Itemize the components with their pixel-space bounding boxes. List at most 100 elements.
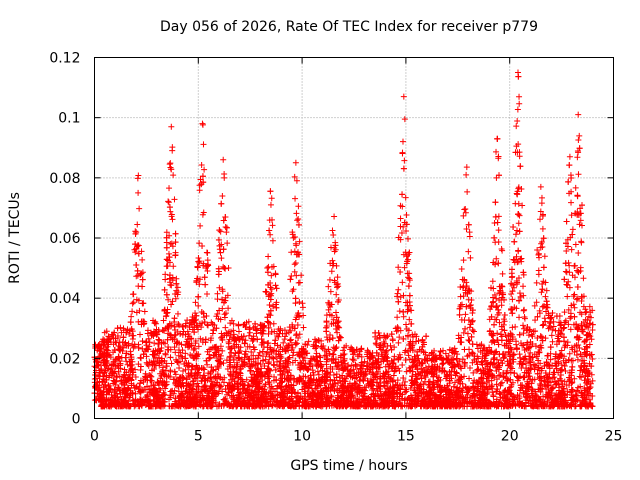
data-point	[519, 342, 526, 349]
data-point	[521, 315, 528, 322]
data-point	[192, 310, 199, 317]
data-point	[564, 282, 571, 289]
data-point	[328, 268, 335, 275]
data-point	[235, 328, 242, 335]
data-point	[569, 346, 576, 353]
data-point	[117, 378, 124, 385]
data-point	[403, 211, 410, 218]
data-point	[319, 367, 326, 374]
data-point	[256, 349, 263, 356]
data-point	[195, 255, 202, 262]
data-point	[538, 194, 545, 201]
data-point	[165, 198, 172, 205]
data-point	[329, 227, 336, 234]
data-point	[509, 336, 516, 343]
data-point	[216, 284, 223, 291]
data-point	[165, 199, 172, 206]
data-point	[542, 335, 549, 342]
data-point	[405, 306, 412, 313]
data-point	[511, 284, 518, 291]
data-point	[463, 164, 470, 171]
data-point	[195, 343, 202, 350]
data-point	[399, 279, 406, 286]
data-point	[580, 275, 587, 282]
data-point	[121, 382, 128, 389]
data-point	[568, 199, 575, 206]
data-point	[489, 278, 496, 285]
data-point	[512, 323, 519, 330]
data-point	[195, 302, 202, 309]
data-point	[182, 366, 189, 373]
data-point	[291, 268, 298, 275]
data-point	[460, 329, 467, 336]
data-point	[459, 356, 466, 363]
data-point	[128, 313, 135, 320]
data-point	[396, 368, 403, 375]
data-point	[387, 342, 394, 349]
data-point	[130, 332, 137, 339]
data-point	[466, 365, 473, 372]
data-point	[146, 343, 153, 350]
data-point	[566, 350, 573, 357]
data-point	[266, 291, 273, 298]
data-point	[165, 296, 172, 303]
data-point	[230, 320, 237, 327]
data-point	[589, 326, 596, 333]
data-point	[331, 213, 338, 220]
data-point	[170, 263, 177, 270]
data-point	[513, 227, 520, 234]
data-point	[169, 216, 176, 223]
data-point	[468, 296, 475, 303]
data-point	[203, 249, 210, 256]
data-point	[512, 200, 519, 207]
data-point	[222, 324, 229, 331]
data-point	[225, 305, 232, 312]
data-point	[497, 283, 504, 290]
data-point	[394, 314, 401, 321]
data-point	[198, 324, 205, 331]
data-point	[577, 205, 584, 212]
data-point	[291, 261, 298, 268]
data-point	[402, 194, 409, 201]
data-point	[558, 361, 565, 368]
data-point	[575, 136, 582, 143]
data-point	[221, 311, 228, 318]
data-point	[397, 215, 404, 222]
data-point	[300, 324, 307, 331]
data-point	[196, 240, 203, 247]
data-point	[509, 324, 516, 331]
data-point	[223, 229, 230, 236]
data-point	[578, 239, 585, 246]
data-point	[513, 123, 520, 130]
data-point	[400, 165, 407, 172]
data-point	[222, 224, 229, 231]
data-point	[248, 374, 255, 381]
data-points	[91, 69, 596, 410]
data-point	[464, 330, 471, 337]
data-point	[280, 339, 287, 346]
data-point	[474, 361, 481, 368]
data-point	[323, 352, 330, 359]
data-point	[294, 321, 301, 328]
data-point	[242, 337, 249, 344]
data-point	[293, 340, 300, 347]
data-point	[490, 392, 497, 399]
data-point	[343, 342, 350, 349]
data-point	[531, 302, 538, 309]
data-point	[200, 314, 207, 321]
data-point	[182, 350, 189, 357]
data-point	[289, 288, 296, 295]
data-point	[549, 338, 556, 345]
data-point	[396, 334, 403, 341]
data-point	[577, 309, 584, 316]
data-point	[170, 172, 177, 179]
data-point	[254, 327, 261, 334]
data-point	[539, 322, 546, 329]
data-point	[325, 306, 332, 313]
data-point	[275, 333, 282, 340]
data-point	[293, 272, 300, 279]
data-point	[573, 296, 580, 303]
data-point	[558, 347, 565, 354]
data-point	[214, 290, 221, 297]
data-point	[457, 293, 464, 300]
